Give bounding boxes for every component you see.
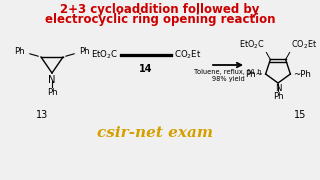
Text: Ph: Ph (47, 88, 57, 97)
Text: ~Ph: ~Ph (293, 69, 311, 78)
Text: EtO$_2$C: EtO$_2$C (91, 49, 118, 61)
Text: electrocyclic ring opening reaction: electrocyclic ring opening reaction (45, 13, 275, 26)
Text: csir-net exam: csir-net exam (97, 126, 213, 140)
Text: Ph~: Ph~ (245, 69, 263, 78)
Text: 98% yield: 98% yield (212, 76, 244, 82)
Text: Ph: Ph (273, 92, 283, 101)
Text: 2+3 cycloaddition followed by: 2+3 cycloaddition followed by (60, 3, 260, 16)
Text: 15: 15 (294, 110, 306, 120)
Text: Ph: Ph (79, 48, 90, 57)
Text: 13: 13 (36, 110, 48, 120)
Text: N: N (48, 75, 56, 85)
Text: N: N (275, 84, 281, 93)
Text: Ph: Ph (14, 48, 25, 57)
Text: 14: 14 (139, 64, 153, 74)
Text: EtO$_2$C: EtO$_2$C (239, 39, 265, 51)
Text: CO$_2$Et: CO$_2$Et (174, 49, 202, 61)
Text: CO$_2$Et: CO$_2$Et (291, 39, 317, 51)
Text: Toluene, reflux, 11 h: Toluene, reflux, 11 h (194, 69, 262, 75)
